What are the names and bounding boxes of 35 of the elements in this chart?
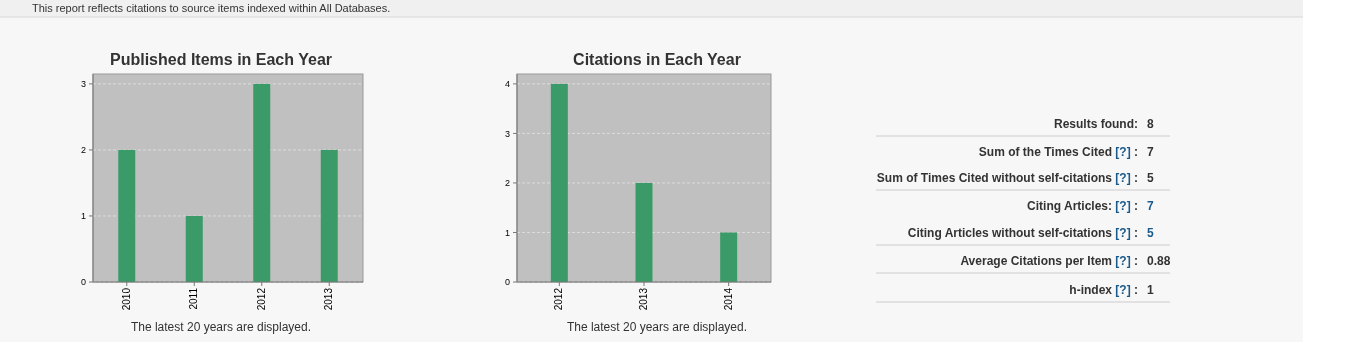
y-tick-label: 3 [80,79,86,90]
text: h-index [?] : 1 [1069,283,1154,298]
text: Results found: 8 [1054,117,1154,132]
x-tick-label: 2011 [188,287,200,310]
y-tick-label: 1 [504,227,510,238]
chart-title: Citations in Each Year [573,51,741,68]
y-tick-label: 2 [80,145,86,156]
bar [720,232,738,282]
x-tick-label: 2014 [722,287,734,311]
text: The latest 20 years are displayed. [130,320,312,334]
x-tick-label: 2012 [255,287,267,311]
y-tick-label: 2 [504,178,510,189]
y-tick-label: 0 [80,277,86,288]
bar [320,149,338,282]
y-tick-label: 4 [504,79,510,90]
text: Sum of the Times Cited [?] : 7 [978,145,1154,160]
x-tick-label: 2013 [323,287,335,311]
bar [253,83,271,282]
y-tick-label: 1 [80,211,86,222]
bar [635,182,653,282]
text: This report reflects citations to source items indexed within All Databases. [32,2,391,14]
text: Sum of Times Cited without self-citations [?] : 5 [876,171,1154,186]
bar [550,83,568,282]
text: Average Citations per Item [?] : 0.88 [960,254,1171,269]
bar [118,149,136,282]
x-tick-label: 2013 [638,287,649,311]
text: The latest 20 years are displayed. [566,320,748,334]
x-tick-label: 2010 [120,287,132,311]
chart-title: Published Items in Each Year [109,51,333,68]
text: Citing Articles without self-citations [?] : 5 [907,226,1154,241]
y-tick-label: 3 [504,128,510,139]
text: Citing Articles: [?] : 7 [1027,199,1154,214]
y-tick-label: 0 [504,277,510,288]
bar [185,215,203,282]
x-tick-label: 2012 [553,287,565,311]
